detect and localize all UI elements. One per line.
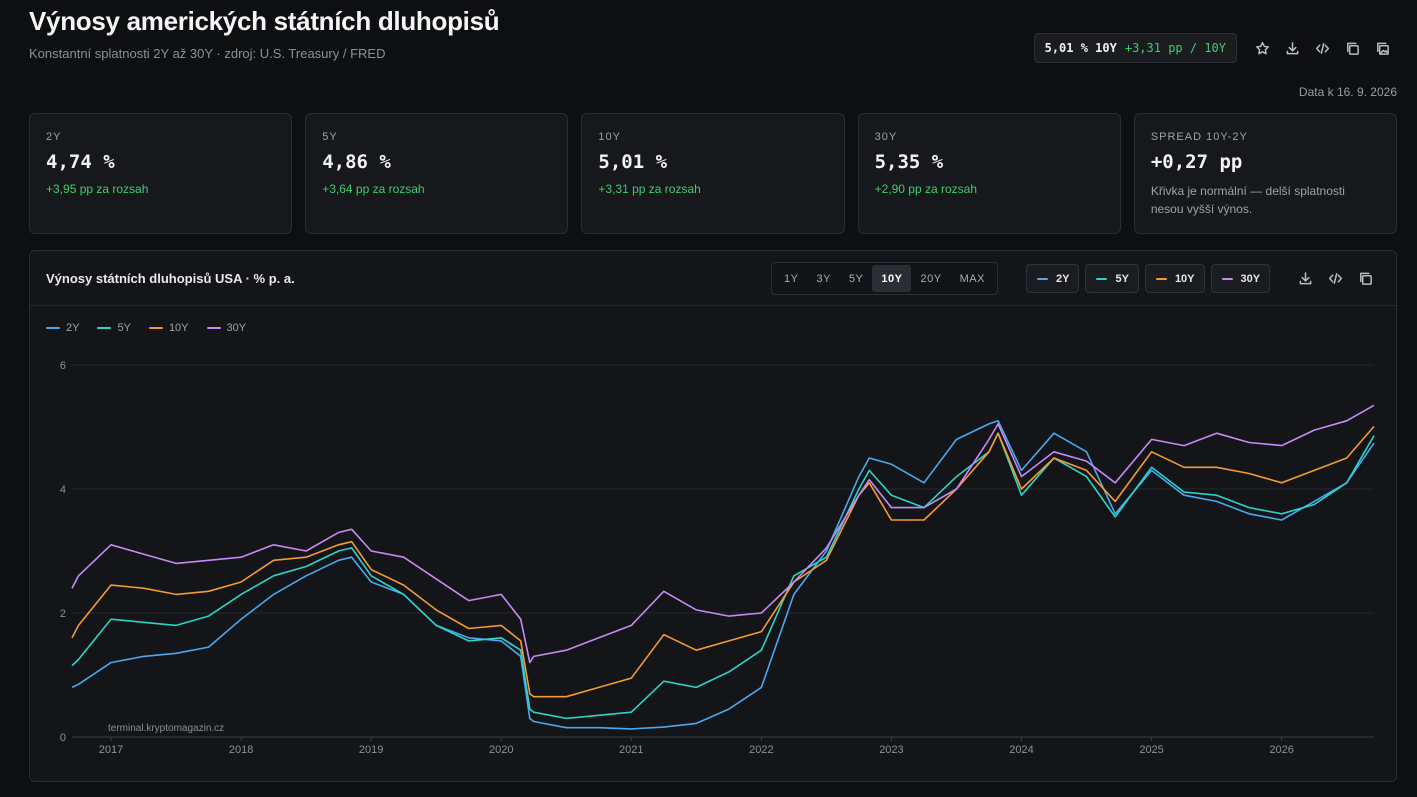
x-tick-label: 2023 xyxy=(879,744,903,756)
card-value: +0,27 pp xyxy=(1150,151,1243,173)
x-tick-label: 2017 xyxy=(99,744,123,756)
star-icon[interactable] xyxy=(1247,33,1277,63)
y-tick-label: 0 xyxy=(60,732,66,744)
code-icon[interactable] xyxy=(1307,33,1337,63)
as-of-date: Data k 16. 9. 2026 xyxy=(1298,85,1397,99)
card-spread: SPREAD 10Y-2Y +0,27 pp Křivka je normáln… xyxy=(1133,113,1398,234)
series-swatch xyxy=(1221,277,1233,280)
toggle-10y-button[interactable]: 10Y xyxy=(1144,264,1205,293)
series-swatch xyxy=(1037,277,1048,280)
range-selector: 1Y 3Y 5Y 10Y 20Y MAX xyxy=(771,262,998,295)
chart-panel: Výnosy státních dluhopisů USA · % p. a. … xyxy=(29,250,1397,782)
y-tick-label: 2 xyxy=(60,608,66,620)
series-swatch xyxy=(1155,277,1167,280)
legend-swatch xyxy=(206,327,221,329)
page-title: Výnosy amerických státních dluhopisů xyxy=(29,6,500,36)
chart-title: Výnosy státních dluhopisů USA · % p. a. xyxy=(46,271,295,286)
legend-item-2y[interactable]: 2Y xyxy=(46,322,79,334)
watermark: terminal.kryptomagazin.cz xyxy=(108,723,224,734)
copy-image-icon[interactable] xyxy=(1367,33,1397,63)
legend-label: 30Y xyxy=(226,322,247,334)
legend-label: 5Y xyxy=(117,322,131,334)
card-note: Křivka je normální — delší splatnosti ne… xyxy=(1150,184,1345,216)
yield-line-chart[interactable]: 0 2 4 6 2017 2018 2019 2020 2021 2022 2023 2024 2025… xyxy=(30,251,1396,781)
toggle-30y-button[interactable]: 30Y xyxy=(1210,264,1271,293)
copy-icon[interactable] xyxy=(1337,33,1367,63)
quote-value: 5,01 % 10Y xyxy=(1044,41,1117,55)
download-icon[interactable] xyxy=(1290,264,1320,293)
chart-panel-header: Výnosy státních dluhopisů USA · % p. a. … xyxy=(30,251,1396,306)
range-3y-button[interactable]: 3Y xyxy=(816,272,831,285)
chart-toolbar xyxy=(1290,264,1380,293)
legend-swatch xyxy=(148,327,163,329)
x-tick-label: 2022 xyxy=(749,744,773,756)
card-2y: 2Y 4,74 % +3,95 pp za rozsah xyxy=(29,113,293,234)
series-line-10y xyxy=(71,425,1375,698)
card-change: +3,31 pp za rozsah xyxy=(598,182,701,196)
code-icon[interactable] xyxy=(1320,264,1350,293)
copy-icon[interactable] xyxy=(1350,264,1380,293)
x-tick-label: 2020 xyxy=(489,744,513,756)
toggle-label: 5Y xyxy=(1115,272,1129,285)
range-10y-button[interactable]: 10Y xyxy=(872,265,912,292)
card-change: +3,64 pp za rozsah xyxy=(322,182,425,196)
series-swatch xyxy=(1096,277,1108,280)
series-toggles: 2Y 5Y 10Y 30Y xyxy=(1026,264,1271,293)
range-20y-button[interactable]: 20Y xyxy=(920,272,942,285)
card-value: 4,86 % xyxy=(322,151,391,173)
card-label: 30Y xyxy=(874,131,898,143)
legend-label: 2Y xyxy=(66,322,80,334)
card-label: 2Y xyxy=(46,131,62,143)
card-10y: 10Y 5,01 % +3,31 pp za rozsah xyxy=(581,113,845,234)
x-tick-label: 2024 xyxy=(1009,744,1033,756)
card-label: SPREAD 10Y-2Y xyxy=(1150,131,1248,143)
legend-label: 10Y xyxy=(168,322,189,334)
range-5y-button[interactable]: 5Y xyxy=(848,272,864,285)
toggle-label: 2Y xyxy=(1056,272,1070,285)
legend-swatch xyxy=(97,327,112,329)
card-label: 10Y xyxy=(598,131,621,143)
series-line-5y xyxy=(71,432,1375,720)
card-value: 5,35 % xyxy=(874,151,944,173)
x-tick-label: 2026 xyxy=(1269,744,1293,756)
series-line-30y xyxy=(71,404,1375,664)
range-max-button[interactable]: MAX xyxy=(959,272,985,285)
summary-cards: 2Y 4,74 % +3,95 pp za rozsah 5Y 4,86 % +… xyxy=(29,113,1398,234)
card-value: 5,01 % xyxy=(598,151,668,173)
legend-item-30y[interactable]: 30Y xyxy=(206,322,247,334)
header: Výnosy amerických státních dluhopisů Kon… xyxy=(29,6,500,61)
chart-legend: 2Y 5Y 10Y 30Y xyxy=(46,322,246,334)
legend-item-10y[interactable]: 10Y xyxy=(148,322,189,334)
download-icon[interactable] xyxy=(1277,33,1307,63)
card-change: +2,90 pp za rozsah xyxy=(874,182,978,196)
y-tick-label: 6 xyxy=(60,360,66,372)
legend-item-5y[interactable]: 5Y xyxy=(97,322,131,334)
card-label: 5Y xyxy=(322,131,338,143)
toggle-label: 10Y xyxy=(1174,272,1195,285)
header-toolbar: 5,01 % 10Y +3,31 pp / 10Y xyxy=(1033,33,1397,63)
quote-pill: 5,01 % 10Y +3,31 pp / 10Y xyxy=(1033,33,1237,63)
card-change: +3,95 pp za rozsah xyxy=(46,182,149,196)
page-subtitle: Konstantní splatnosti 2Y až 30Y · zdroj:… xyxy=(29,46,386,61)
series-line-2y xyxy=(71,420,1375,730)
x-tick-label: 2018 xyxy=(229,744,253,756)
quote-change: +3,31 pp / 10Y xyxy=(1124,41,1226,55)
toggle-5y-button[interactable]: 5Y xyxy=(1085,264,1139,293)
x-tick-label: 2025 xyxy=(1139,744,1163,756)
y-tick-label: 4 xyxy=(60,484,66,496)
card-5y: 5Y 4,86 % +3,64 pp za rozsah xyxy=(305,113,569,234)
toggle-2y-button[interactable]: 2Y xyxy=(1026,264,1080,293)
toggle-label: 30Y xyxy=(1240,272,1261,285)
x-tick-label: 2019 xyxy=(359,744,383,756)
card-value: 4,74 % xyxy=(46,151,115,173)
range-1y-button[interactable]: 1Y xyxy=(784,272,799,285)
legend-swatch xyxy=(46,327,60,329)
card-30y: 30Y 5,35 % +2,90 pp za rozsah xyxy=(857,113,1121,234)
x-tick-label: 2021 xyxy=(619,744,643,756)
